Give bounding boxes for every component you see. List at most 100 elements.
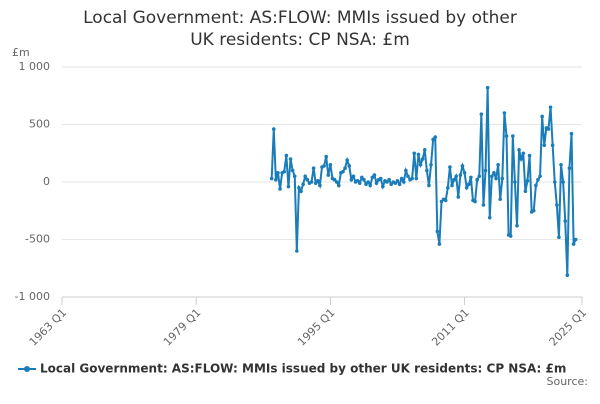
data-point xyxy=(313,181,318,185)
data-point xyxy=(443,198,448,203)
data-point xyxy=(328,162,333,167)
data-point xyxy=(513,180,517,184)
data-point xyxy=(395,179,400,183)
data-point xyxy=(452,177,456,182)
data-point xyxy=(410,176,414,181)
data-point xyxy=(362,177,366,182)
data-point xyxy=(326,173,331,177)
data-point xyxy=(393,181,398,185)
data-point xyxy=(515,223,519,228)
data-point xyxy=(546,127,551,131)
data-point xyxy=(284,153,289,158)
x-tick-label: 1979 Q1 xyxy=(161,306,204,349)
data-point xyxy=(282,169,287,174)
data-point xyxy=(446,185,450,190)
data-point xyxy=(271,127,276,131)
data-point xyxy=(534,183,538,188)
data-point xyxy=(418,162,423,167)
data-point xyxy=(412,151,417,156)
data-point xyxy=(498,197,503,202)
data-point xyxy=(349,177,354,182)
data-point xyxy=(523,189,528,193)
y-tick-label: -500 xyxy=(25,233,50,246)
y-tick-label: 0 xyxy=(43,175,50,188)
data-point xyxy=(563,219,568,223)
data-point xyxy=(425,168,429,173)
data-point xyxy=(567,166,572,170)
data-point xyxy=(360,175,364,180)
data-point xyxy=(301,182,305,187)
x-tick-label: 1963 Q1 xyxy=(27,306,70,349)
data-point xyxy=(508,234,513,238)
data-point xyxy=(336,183,341,188)
data-point xyxy=(500,176,505,181)
chart-title-line: UK residents: CP NSA: £m xyxy=(190,30,410,50)
data-point xyxy=(565,273,570,277)
data-point xyxy=(433,135,438,139)
data-point xyxy=(347,164,352,168)
data-point xyxy=(357,181,362,185)
data-point xyxy=(542,143,547,147)
data-point xyxy=(437,242,442,246)
data-point xyxy=(364,182,368,187)
data-point xyxy=(477,174,482,179)
data-point xyxy=(454,174,458,179)
data-point xyxy=(366,180,370,184)
source-label: Source: xyxy=(547,375,589,388)
y-tick-label: 1 000 xyxy=(19,60,51,73)
data-point xyxy=(573,237,578,242)
y-unit-label: £m xyxy=(12,46,30,59)
data-point xyxy=(341,169,345,174)
data-point xyxy=(557,235,561,239)
data-point xyxy=(332,177,337,182)
data-point xyxy=(517,148,521,152)
data-point xyxy=(389,182,393,187)
data-point xyxy=(381,184,385,189)
data-point xyxy=(318,183,322,188)
data-point xyxy=(290,168,295,173)
data-point xyxy=(374,181,379,185)
data-point xyxy=(305,177,310,182)
data-point xyxy=(370,175,375,180)
data-point xyxy=(552,180,557,184)
data-point xyxy=(431,137,435,142)
data-point xyxy=(462,171,467,175)
data-point xyxy=(458,173,463,177)
data-point xyxy=(435,229,440,234)
data-point xyxy=(492,171,496,175)
data-point xyxy=(274,177,278,182)
data-point xyxy=(511,134,515,138)
data-point xyxy=(473,199,477,204)
data-point xyxy=(494,176,498,181)
data-point xyxy=(372,173,377,177)
data-point xyxy=(561,180,565,184)
x-tick-label: 2011 Q1 xyxy=(429,306,472,349)
legend-label: Local Government: AS:FLOW: MMIs issued b… xyxy=(40,362,566,376)
data-point xyxy=(420,157,425,161)
data-point xyxy=(378,176,383,181)
data-point xyxy=(292,174,297,179)
data-point xyxy=(496,162,500,167)
data-point xyxy=(559,162,563,167)
data-point xyxy=(536,177,540,182)
data-point xyxy=(404,168,408,173)
data-point xyxy=(399,176,404,181)
data-point xyxy=(519,157,523,161)
data-point xyxy=(288,157,293,161)
data-point xyxy=(324,154,328,159)
data-point xyxy=(555,203,559,207)
data-point xyxy=(531,208,536,213)
data-point xyxy=(502,111,507,115)
y-tick-label: -1 000 xyxy=(15,290,50,303)
x-tick-label: 2025 Q1 xyxy=(547,306,590,349)
data-point xyxy=(456,195,461,199)
data-point xyxy=(450,183,454,188)
data-point xyxy=(401,180,406,184)
data-point xyxy=(351,174,356,179)
data-point xyxy=(299,189,303,193)
data-point xyxy=(343,166,347,170)
data-point xyxy=(439,199,444,204)
x-tick-label: 1995 Q1 xyxy=(295,306,338,349)
data-point xyxy=(429,162,433,167)
